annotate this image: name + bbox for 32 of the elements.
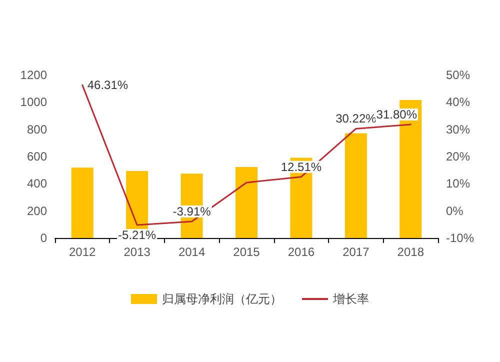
data-label: 46.31% xyxy=(87,78,128,92)
x-tick-label: 2016 xyxy=(288,245,315,259)
bar xyxy=(236,166,258,238)
y2-tick-label: 0% xyxy=(446,204,464,218)
y-tick-label: 200 xyxy=(26,204,48,218)
y2-tick-label: 10% xyxy=(446,176,470,191)
x-tick-label: 2014 xyxy=(178,245,206,259)
y-tick-label: 0 xyxy=(40,231,48,245)
data-label: 12.51% xyxy=(280,160,322,174)
x-tick-label: 2017 xyxy=(342,245,370,259)
y-tick-label: 400 xyxy=(26,176,48,191)
y-tick-label: 1200 xyxy=(20,68,48,82)
data-label: 31.80% xyxy=(376,107,418,122)
x-tick-label: 2018 xyxy=(397,245,424,259)
legend-label: 归属母净利润（亿元） xyxy=(162,292,282,306)
y2-tick-label: 30% xyxy=(446,122,470,136)
y-tick-label: 800 xyxy=(26,122,48,136)
y2-tick-label: 50% xyxy=(446,68,470,82)
bar xyxy=(344,133,367,238)
y2-tick-label: 40% xyxy=(446,95,470,110)
legend-label: 增长率 xyxy=(332,292,369,306)
x-tick-label: 2012 xyxy=(69,245,96,259)
y2-tick-label: 20% xyxy=(446,150,470,164)
y2-tick-label: -10% xyxy=(446,231,474,245)
x-tick-label: 2015 xyxy=(233,245,260,259)
data-label: 30.22% xyxy=(336,112,377,126)
y-tick-label: 600 xyxy=(26,150,48,164)
bar xyxy=(71,168,94,238)
data-label: -5.21% xyxy=(118,228,156,242)
x-tick-label: 2013 xyxy=(124,245,151,259)
data-label: -3.91% xyxy=(172,204,212,218)
y-tick-label: 1000 xyxy=(20,95,48,110)
